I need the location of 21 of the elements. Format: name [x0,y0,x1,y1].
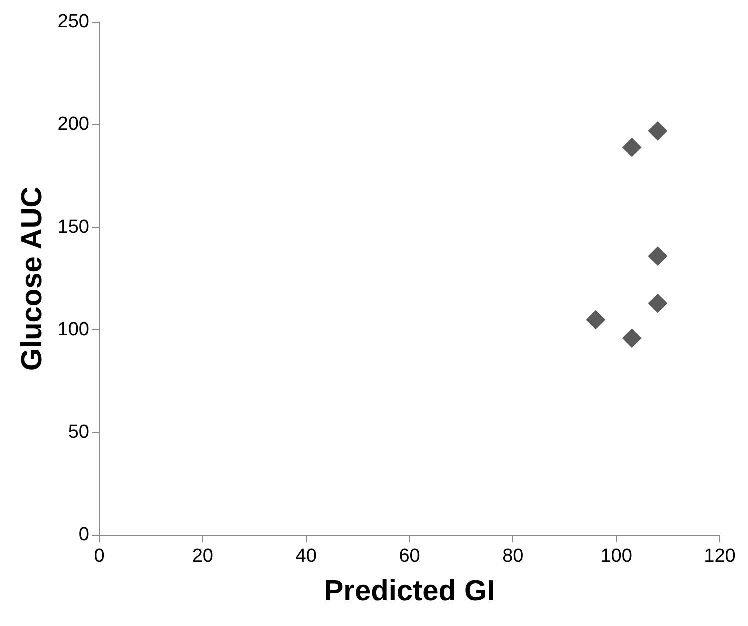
y-tick-label: 0 [78,524,90,546]
x-tick-label: 0 [94,546,105,568]
y-tick-label: 150 [58,216,90,238]
point [648,122,668,141]
y-tick-label: 100 [58,319,90,340]
point [648,294,668,314]
x-tick-label: 100 [600,546,632,568]
point [622,138,642,158]
y-tick-label: 200 [58,114,90,136]
x-tick-label: 120 [704,546,736,568]
x-axis-title: Predicted GI [324,576,496,608]
point [622,328,642,348]
x-tick-label: 20 [192,546,214,568]
y-axis-title: Glucose AUC [16,186,48,372]
x-tick-label: 60 [399,546,420,568]
x-tick-label: 80 [502,546,524,568]
point [648,246,668,266]
point [586,310,606,330]
y-tick-label: 50 [68,422,90,444]
y-tick-label: 250 [58,12,90,33]
x-tick-label: 40 [296,546,317,568]
